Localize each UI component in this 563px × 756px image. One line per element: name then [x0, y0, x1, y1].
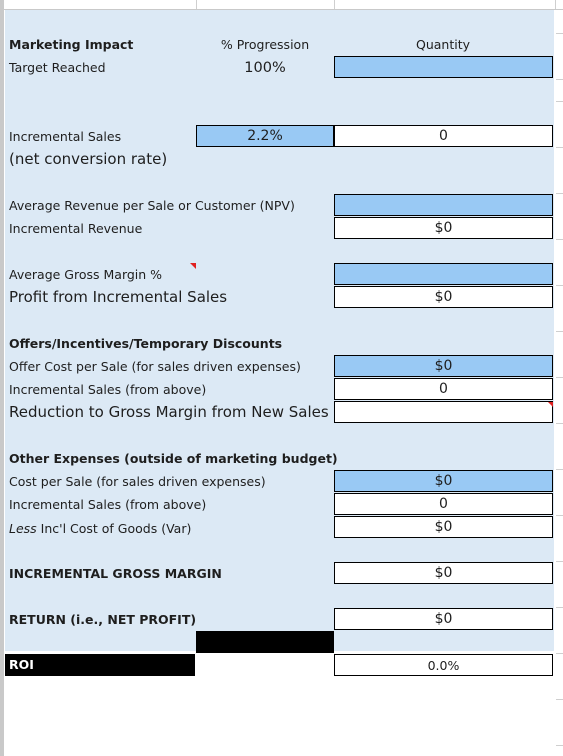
row-header-strip: [0, 0, 4, 756]
gridline: [556, 423, 563, 424]
avg-gross-margin-label: Average Gross Margin %: [9, 267, 163, 282]
profit-label: Profit from Incremental Sales: [9, 288, 228, 306]
conversion-rate-input[interactable]: 2.2%: [196, 125, 334, 147]
offers-title: Offers/Incentives/Temporary Discounts: [9, 336, 283, 351]
gridline: [556, 285, 563, 286]
other-expenses-title: Other Expenses (outside of marketing bud…: [9, 451, 338, 466]
comment-marker-icon[interactable]: [548, 402, 553, 407]
column-divider: [196, 0, 197, 9]
target-progression-value: 100%: [244, 60, 286, 76]
less-prefix: Less: [9, 521, 37, 536]
gridline: [556, 331, 563, 332]
offer-cost-label: Offer Cost per Sale (for sales driven ex…: [9, 359, 301, 374]
incremental-sales-label: Incremental Sales: [9, 129, 122, 144]
other-cost-label: Cost per Sale (for sales driven expenses…: [9, 474, 266, 489]
avg-revenue-label: Average Revenue per Sale or Customer (NP…: [9, 198, 295, 213]
gridline: [556, 561, 563, 562]
offer-cost-input[interactable]: $0: [334, 355, 553, 377]
other-cost-input[interactable]: $0: [334, 470, 553, 492]
gridline: [556, 515, 563, 516]
avg-revenue-input[interactable]: [334, 194, 553, 216]
top-gridline: [0, 9, 563, 10]
gridline: [556, 653, 563, 654]
gridline: [556, 469, 563, 470]
target-reached-label: Target Reached: [9, 60, 106, 75]
cogs-label-text: Inc'l Cost of Goods (Var): [36, 521, 192, 536]
incremental-sales-cell[interactable]: 0: [334, 125, 553, 147]
return-label: RETURN (i.e., NET PROFIT): [9, 612, 197, 627]
gridline: [556, 745, 563, 746]
gridline: [556, 239, 563, 240]
gridline: [556, 79, 563, 80]
gridline: [556, 377, 563, 378]
reduction-label: Reduction to Gross Margin from New Sales: [9, 403, 329, 421]
roi-cell[interactable]: 0.0%: [334, 654, 553, 676]
net-conversion-rate-label: (net conversion rate): [9, 150, 168, 168]
offer-sales-label: Incremental Sales (from above): [9, 382, 207, 397]
offer-sales-cell[interactable]: 0: [334, 378, 553, 400]
incremental-revenue-label: Incremental Revenue: [9, 221, 143, 236]
gridline: [556, 33, 563, 34]
comment-marker-icon[interactable]: [190, 263, 196, 269]
gross-margin-cell[interactable]: $0: [334, 562, 553, 584]
column-divider: [555, 0, 556, 9]
column-divider: [334, 0, 335, 9]
calculator-panel: [5, 10, 554, 651]
target-quantity-input[interactable]: [334, 56, 553, 78]
progression-header: % Progression: [220, 37, 310, 52]
gridline: [556, 147, 563, 148]
cogs-label: Less Inc'l Cost of Goods (Var): [9, 521, 191, 537]
gridline: [556, 699, 563, 700]
gridline: [556, 607, 563, 608]
return-cell[interactable]: $0: [334, 608, 553, 630]
reduction-cell[interactable]: [334, 401, 553, 423]
section-title: Marketing Impact: [9, 37, 134, 52]
quantity-header: Quantity: [415, 37, 471, 52]
black-filled-cell: [196, 631, 334, 653]
profit-cell[interactable]: $0: [334, 286, 553, 308]
gridline: [556, 101, 563, 102]
incremental-revenue-cell[interactable]: $0: [334, 217, 553, 239]
avg-gross-margin-input[interactable]: [334, 263, 553, 285]
other-sales-label: Incremental Sales (from above): [9, 497, 207, 512]
other-sales-cell[interactable]: 0: [334, 493, 553, 515]
gross-margin-label: INCREMENTAL GROSS MARGIN: [9, 566, 222, 581]
gridline: [556, 193, 563, 194]
roi-label: ROI: [5, 654, 195, 676]
cogs-cell[interactable]: $0: [334, 516, 553, 538]
